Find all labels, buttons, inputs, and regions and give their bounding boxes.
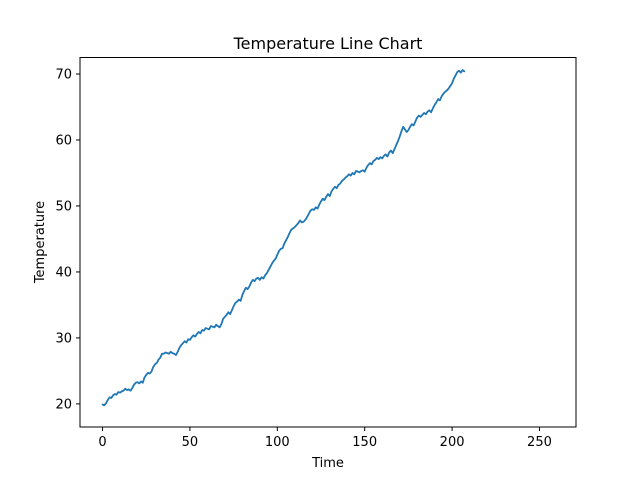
y-tick-label: 50 — [55, 199, 72, 214]
chart-title: Temperature Line Chart — [233, 34, 423, 53]
x-tick-label: 200 — [440, 435, 465, 450]
y-axis-label: Temperature — [33, 201, 48, 284]
x-tick-label: 0 — [98, 435, 106, 450]
tick-layer: 0 50 100 150 200 250 20 30 40 50 60 70 — [55, 67, 551, 450]
x-tick-label: 250 — [527, 435, 552, 450]
plot-frame — [79, 57, 577, 428]
y-tick-label: 40 — [55, 265, 72, 280]
y-tick-label: 70 — [55, 67, 72, 82]
x-tick-label: 150 — [352, 435, 377, 450]
y-tick-label: 60 — [55, 133, 72, 148]
x-axis-label: Time — [311, 456, 344, 471]
temperature-series-line — [101, 69, 466, 407]
x-tick-label: 100 — [265, 435, 290, 450]
y-tick-label: 20 — [55, 397, 72, 412]
y-tick-label: 30 — [55, 331, 72, 346]
x-tick-label: 50 — [182, 435, 199, 450]
